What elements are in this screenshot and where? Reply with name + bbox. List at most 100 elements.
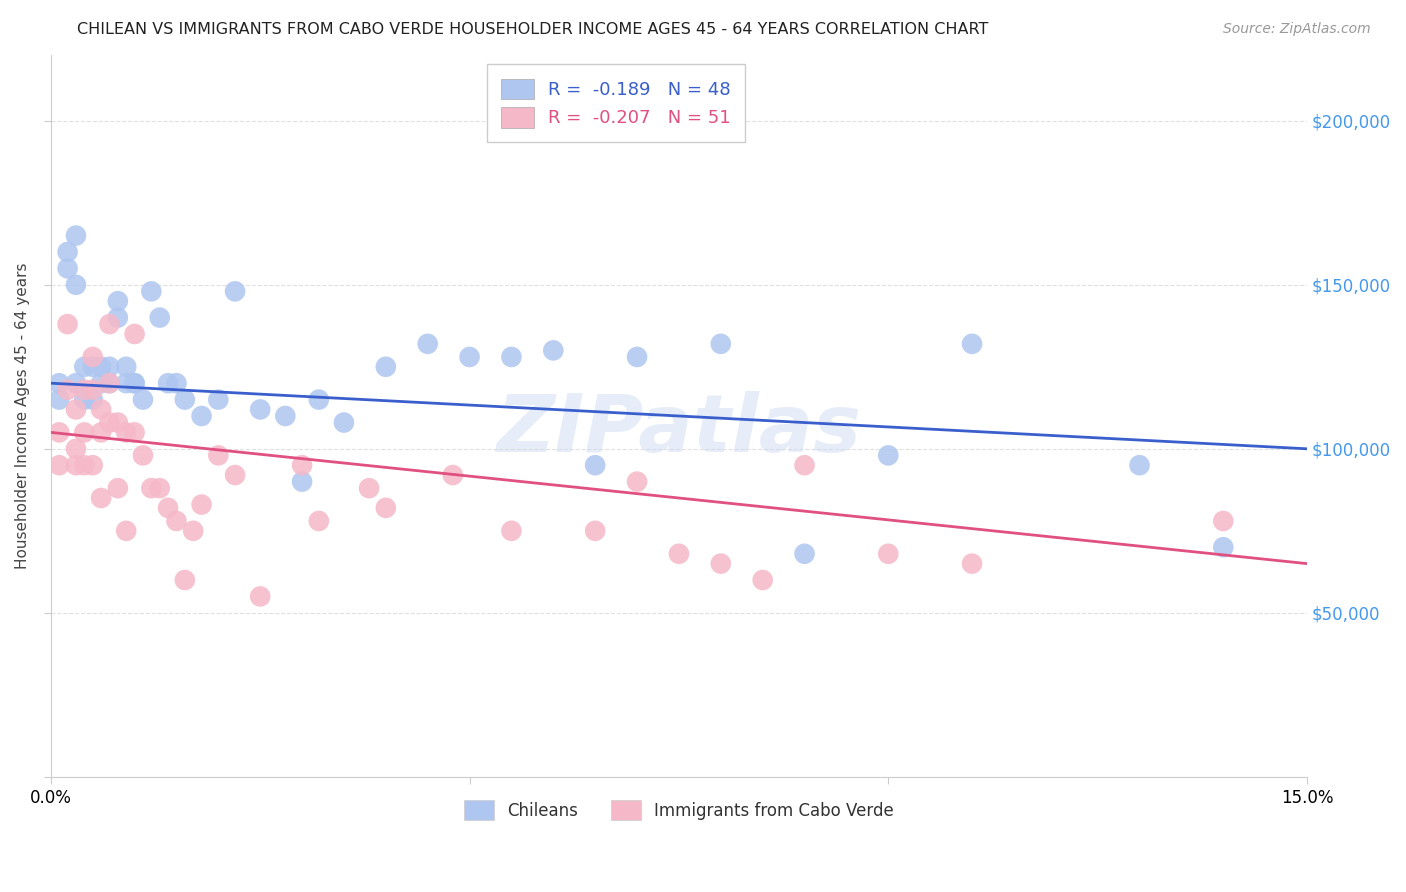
Point bbox=[107, 310, 129, 325]
Point bbox=[291, 475, 314, 489]
Point bbox=[224, 285, 246, 299]
Point bbox=[124, 425, 146, 440]
Point bbox=[149, 481, 172, 495]
Point bbox=[149, 310, 172, 325]
Point bbox=[65, 442, 87, 456]
Point bbox=[458, 350, 481, 364]
Point bbox=[157, 500, 180, 515]
Point bbox=[165, 376, 187, 391]
Point bbox=[56, 244, 79, 259]
Point bbox=[73, 458, 96, 473]
Point bbox=[141, 481, 163, 495]
Point bbox=[73, 359, 96, 374]
Point bbox=[82, 458, 104, 473]
Point bbox=[82, 383, 104, 397]
Point bbox=[65, 402, 87, 417]
Point bbox=[124, 326, 146, 341]
Point bbox=[224, 468, 246, 483]
Point bbox=[626, 475, 648, 489]
Point bbox=[98, 376, 121, 391]
Point bbox=[249, 590, 271, 604]
Point bbox=[107, 481, 129, 495]
Y-axis label: Householder Income Ages 45 - 64 years: Householder Income Ages 45 - 64 years bbox=[15, 263, 30, 569]
Point bbox=[65, 277, 87, 292]
Point bbox=[441, 468, 464, 483]
Point bbox=[207, 392, 229, 407]
Point bbox=[173, 392, 195, 407]
Text: Source: ZipAtlas.com: Source: ZipAtlas.com bbox=[1223, 22, 1371, 37]
Point bbox=[73, 392, 96, 407]
Point bbox=[207, 449, 229, 463]
Point bbox=[793, 547, 815, 561]
Point bbox=[877, 547, 900, 561]
Point bbox=[65, 458, 87, 473]
Point bbox=[132, 449, 155, 463]
Point bbox=[291, 458, 314, 473]
Point bbox=[190, 409, 212, 423]
Point bbox=[308, 392, 330, 407]
Point bbox=[90, 376, 112, 391]
Point bbox=[98, 359, 121, 374]
Point bbox=[98, 376, 121, 391]
Point bbox=[165, 514, 187, 528]
Point bbox=[48, 392, 70, 407]
Point bbox=[416, 336, 439, 351]
Point bbox=[124, 376, 146, 391]
Point bbox=[793, 458, 815, 473]
Point bbox=[82, 392, 104, 407]
Point bbox=[90, 402, 112, 417]
Point bbox=[141, 285, 163, 299]
Point bbox=[98, 317, 121, 331]
Text: ZIPatlas: ZIPatlas bbox=[496, 392, 862, 469]
Point bbox=[583, 524, 606, 538]
Point bbox=[1212, 540, 1234, 554]
Point bbox=[73, 383, 96, 397]
Point bbox=[181, 524, 204, 538]
Point bbox=[132, 392, 155, 407]
Point bbox=[115, 524, 138, 538]
Point bbox=[157, 376, 180, 391]
Point bbox=[65, 376, 87, 391]
Point bbox=[190, 498, 212, 512]
Point bbox=[115, 425, 138, 440]
Point bbox=[48, 425, 70, 440]
Legend: Chileans, Immigrants from Cabo Verde: Chileans, Immigrants from Cabo Verde bbox=[457, 794, 901, 826]
Point bbox=[107, 416, 129, 430]
Point bbox=[98, 416, 121, 430]
Point bbox=[960, 557, 983, 571]
Point bbox=[501, 350, 523, 364]
Point bbox=[82, 359, 104, 374]
Point bbox=[1128, 458, 1150, 473]
Point bbox=[960, 336, 983, 351]
Point bbox=[583, 458, 606, 473]
Point bbox=[1212, 514, 1234, 528]
Point bbox=[56, 383, 79, 397]
Point bbox=[374, 359, 396, 374]
Point bbox=[56, 317, 79, 331]
Point bbox=[82, 350, 104, 364]
Point bbox=[274, 409, 297, 423]
Point bbox=[308, 514, 330, 528]
Point bbox=[65, 228, 87, 243]
Text: CHILEAN VS IMMIGRANTS FROM CABO VERDE HOUSEHOLDER INCOME AGES 45 - 64 YEARS CORR: CHILEAN VS IMMIGRANTS FROM CABO VERDE HO… bbox=[77, 22, 988, 37]
Point bbox=[124, 376, 146, 391]
Point bbox=[333, 416, 356, 430]
Point bbox=[107, 294, 129, 309]
Point bbox=[48, 458, 70, 473]
Point bbox=[710, 557, 733, 571]
Point bbox=[115, 359, 138, 374]
Point bbox=[501, 524, 523, 538]
Point bbox=[90, 491, 112, 505]
Point bbox=[173, 573, 195, 587]
Point bbox=[48, 376, 70, 391]
Point bbox=[249, 402, 271, 417]
Point bbox=[90, 359, 112, 374]
Point bbox=[877, 449, 900, 463]
Point bbox=[90, 425, 112, 440]
Point bbox=[374, 500, 396, 515]
Point bbox=[710, 336, 733, 351]
Point bbox=[626, 350, 648, 364]
Point bbox=[56, 261, 79, 276]
Point bbox=[751, 573, 773, 587]
Point bbox=[73, 425, 96, 440]
